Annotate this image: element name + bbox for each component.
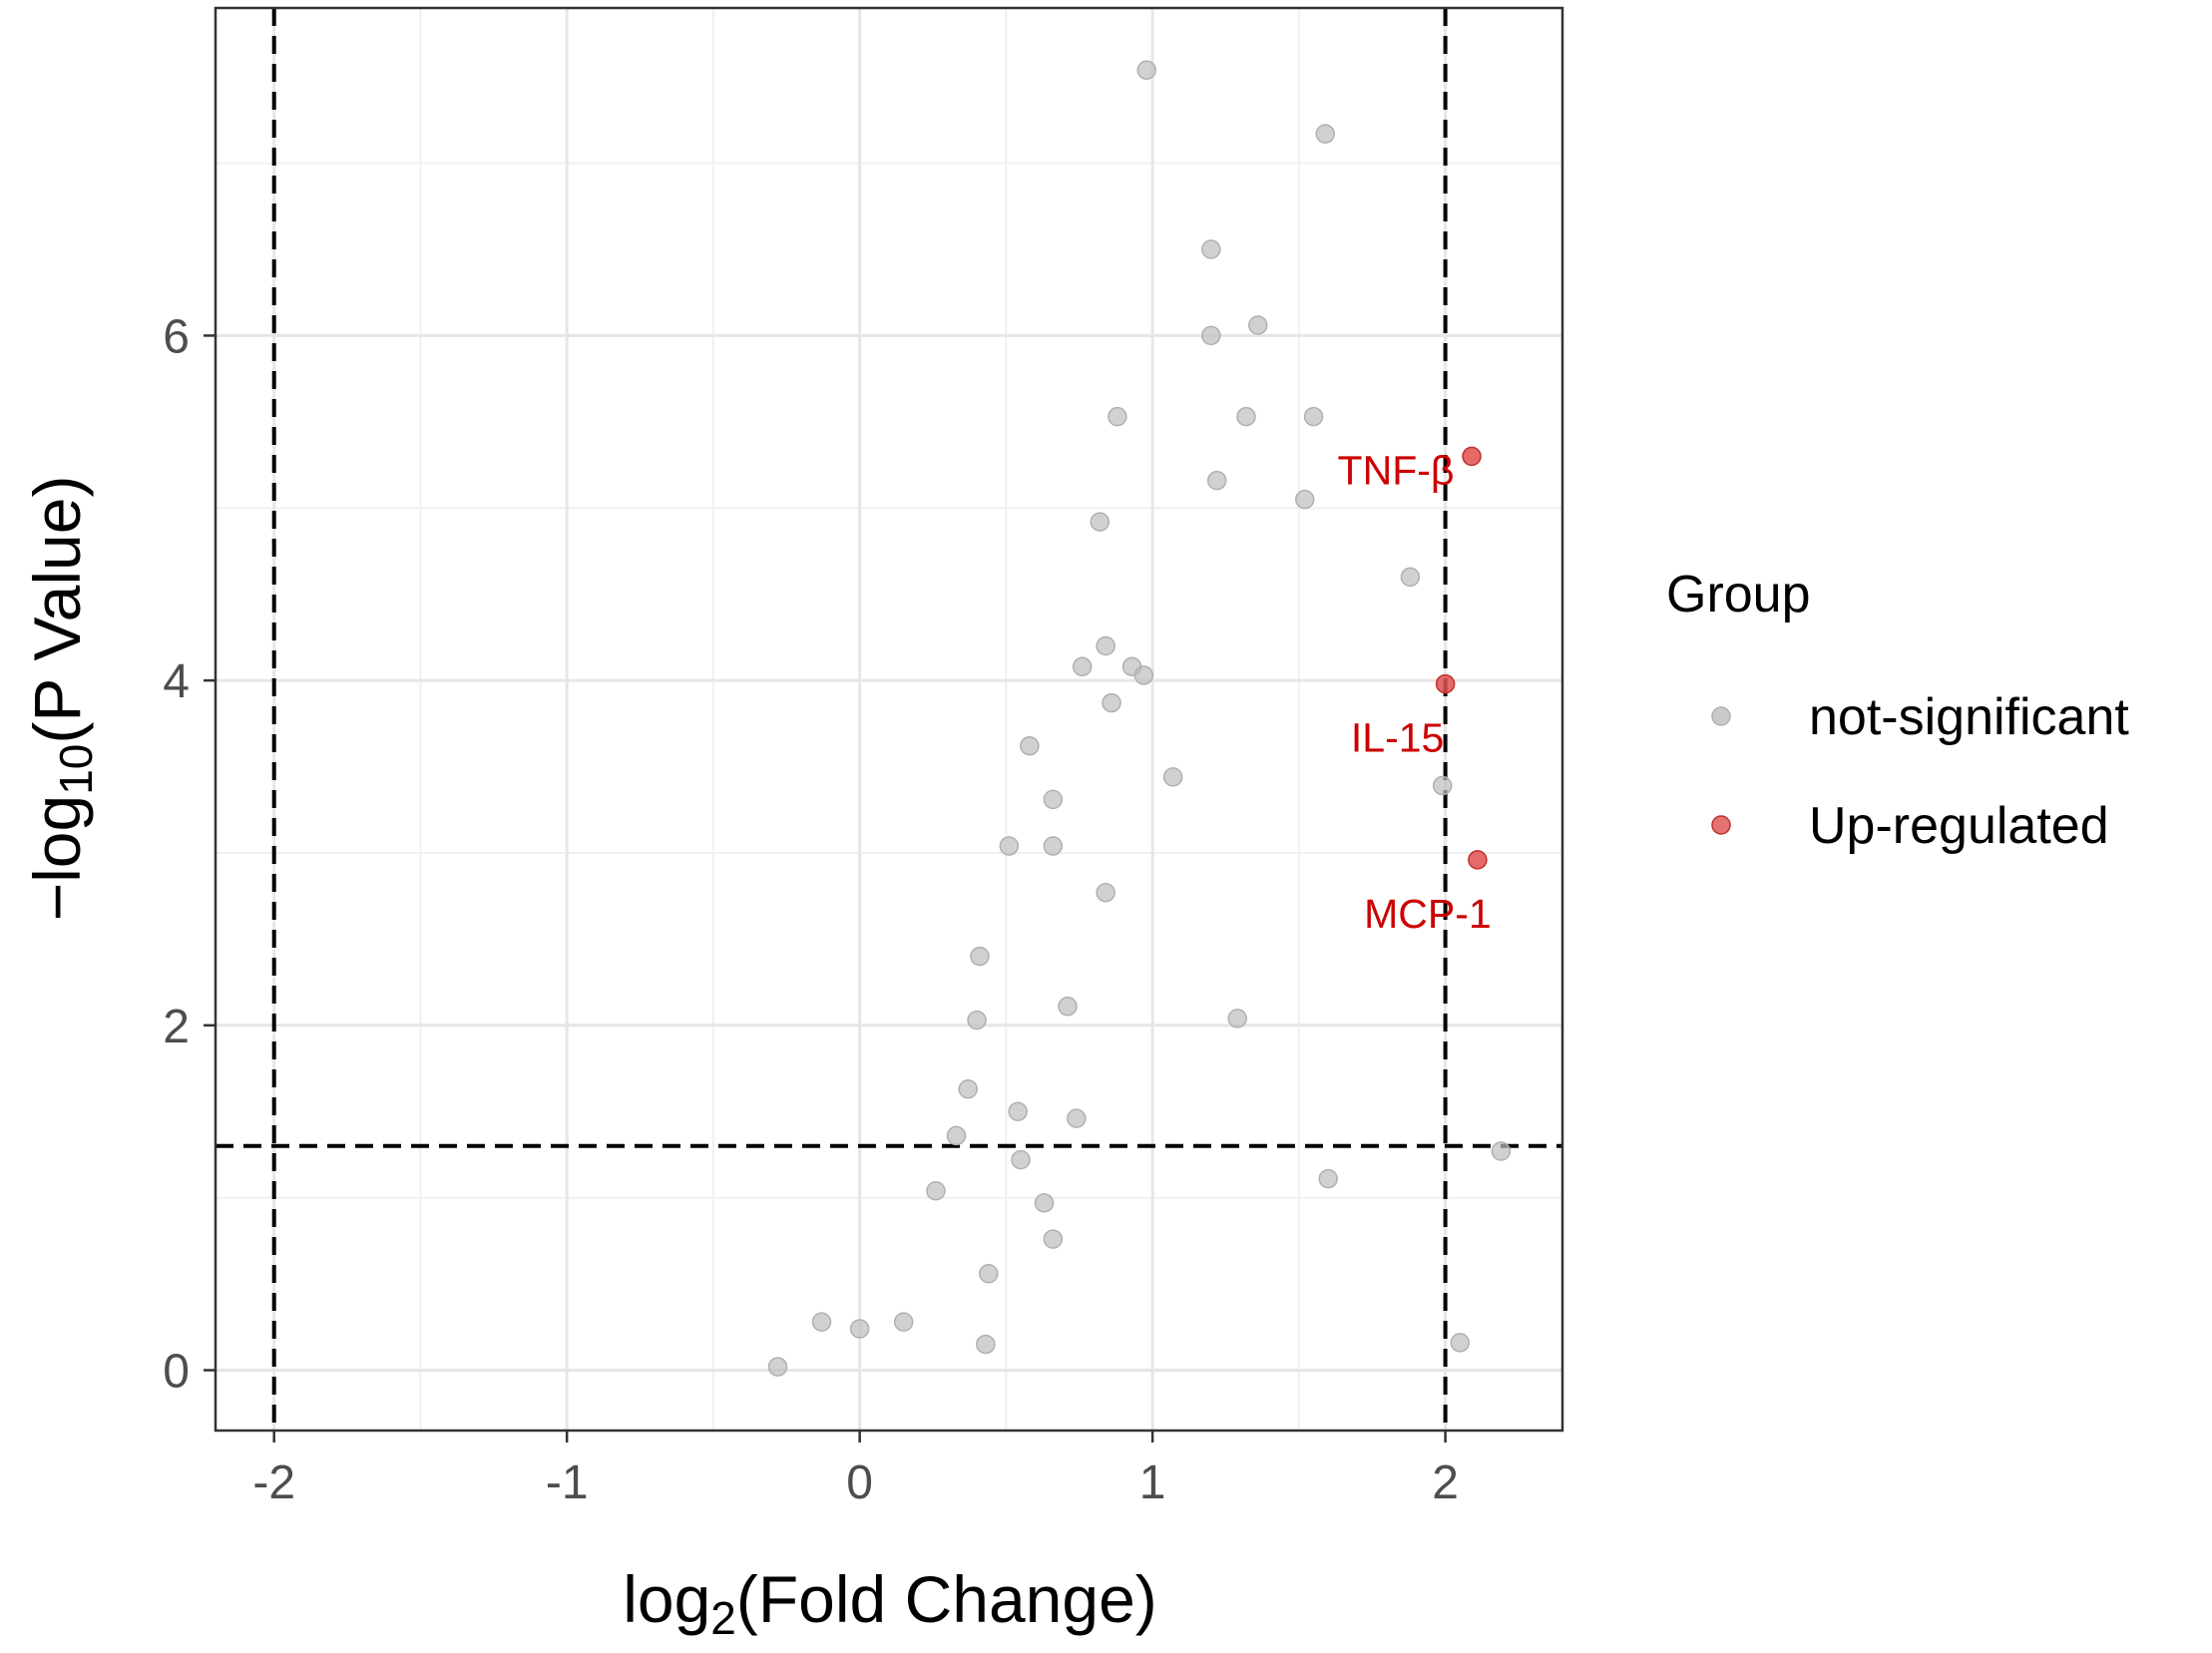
x-axis-title: log2(Fold Change): [623, 1562, 1157, 1644]
x-tick-label: 1: [1139, 1456, 1166, 1509]
point-not-significant: [1201, 325, 1221, 346]
y-tick-label: 4: [163, 655, 190, 708]
threshold-lines: [216, 8, 1562, 1431]
point-not-significant: [1136, 60, 1157, 80]
point-not-significant: [1236, 406, 1256, 427]
legend-key: [1711, 706, 1731, 726]
point-label-mcp-1: MCP-1: [1364, 891, 1492, 937]
point-not-significant: [979, 1263, 999, 1284]
point-not-significant: [1400, 567, 1421, 588]
legend-entry-not-significant: not-significant: [1711, 688, 2129, 746]
point-label-tnf-: TNF-β: [1338, 447, 1455, 493]
point-not-significant: [1020, 736, 1040, 756]
y-tick-label: 6: [163, 310, 190, 363]
point-not-significant: [1133, 665, 1154, 685]
point-not-significant: [1043, 1229, 1064, 1249]
legend-label: Up-regulated: [1809, 797, 2109, 855]
x-tick-label: -2: [252, 1456, 295, 1509]
point-not-significant: [1294, 489, 1315, 510]
point-not-significant: [1206, 470, 1227, 491]
point-not-significant: [1432, 775, 1453, 796]
point-not-significant: [1450, 1333, 1471, 1353]
point-not-significant: [1072, 656, 1093, 677]
data-points: [767, 60, 1512, 1377]
point-not-significant: [849, 1319, 870, 1339]
point-not-significant: [1090, 512, 1110, 532]
point-not-significant: [1043, 789, 1064, 810]
legend-entry-up-regulated: Up-regulated: [1711, 797, 2109, 855]
point-not-significant: [926, 1180, 946, 1201]
point-labels: TNF-β IL-15 MCP-1: [1338, 447, 1492, 936]
point-not-significant: [1102, 692, 1121, 713]
x-tick-label: 0: [846, 1456, 873, 1509]
point-not-significant: [1034, 1193, 1055, 1213]
point-not-significant: [1011, 1149, 1031, 1170]
point-not-significant: [1303, 406, 1324, 427]
point-not-significant: [1058, 997, 1078, 1017]
point-up-regulated: [1468, 850, 1488, 870]
point-label-il-15: IL-15: [1351, 715, 1444, 761]
point-not-significant: [811, 1312, 832, 1332]
point-not-significant: [1067, 1108, 1087, 1128]
legend-key: [1711, 815, 1731, 835]
panel-border: [214, 6, 1564, 1433]
point-up-regulated: [1462, 446, 1482, 467]
point-not-significant: [999, 836, 1020, 856]
point-not-significant: [958, 1079, 978, 1099]
point-up-regulated: [1435, 673, 1456, 694]
point-not-significant: [1096, 882, 1115, 903]
point-not-significant: [767, 1357, 788, 1377]
legend-entries: not-significant Up-regulated: [1711, 688, 2129, 855]
point-not-significant: [976, 1334, 996, 1355]
legend: Group not-significant Up-regulated: [1666, 566, 2129, 855]
point-not-significant: [1248, 315, 1268, 335]
point-not-significant: [1201, 239, 1221, 259]
point-not-significant: [1227, 1009, 1247, 1029]
x-tick-label: 2: [1432, 1456, 1459, 1509]
point-not-significant: [893, 1312, 914, 1332]
y-tick-label: 2: [163, 1001, 190, 1053]
point-not-significant: [1107, 406, 1127, 427]
y-tick-label: 0: [163, 1346, 190, 1399]
point-not-significant: [1491, 1141, 1512, 1161]
legend-title: Group: [1666, 566, 1811, 623]
point-not-significant: [1318, 1168, 1338, 1189]
x-tick-label: -1: [546, 1456, 589, 1509]
point-not-significant: [1043, 836, 1064, 856]
legend-label: not-significant: [1809, 688, 2129, 746]
axes: -2 -1 0 1 2 0 2 4 6: [163, 310, 1459, 1509]
point-not-significant: [1008, 1101, 1028, 1121]
y-axis-title: −log10(P Value): [20, 476, 102, 922]
point-not-significant: [967, 1010, 987, 1031]
point-not-significant: [970, 946, 990, 967]
point-not-significant: [1096, 635, 1115, 656]
point-not-significant: [1315, 124, 1336, 144]
point-not-significant: [1162, 767, 1183, 787]
point-not-significant: [946, 1125, 967, 1146]
